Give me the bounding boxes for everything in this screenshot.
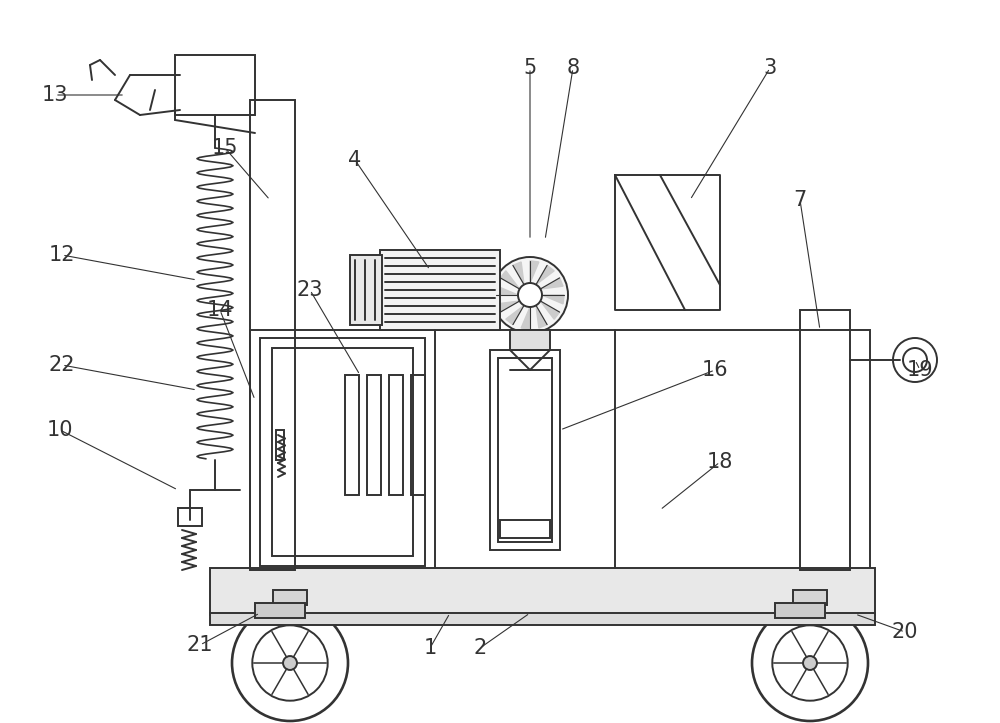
Polygon shape (540, 301, 560, 319)
Polygon shape (540, 278, 563, 289)
Text: 10: 10 (47, 420, 73, 440)
Bar (250, 100, 295, 570)
Bar (800, 310, 850, 570)
Circle shape (518, 283, 542, 307)
Bar (272, 348, 413, 556)
Text: 21: 21 (187, 635, 213, 655)
Text: 16: 16 (702, 360, 728, 380)
Text: 15: 15 (212, 138, 238, 158)
Text: 23: 23 (297, 280, 323, 300)
Text: 18: 18 (707, 452, 733, 472)
Bar (250, 330, 870, 570)
Bar (345, 375, 359, 495)
Text: 7: 7 (793, 190, 807, 210)
Circle shape (283, 656, 297, 670)
Bar (500, 520, 550, 538)
Bar (490, 350, 560, 550)
Bar (175, 55, 255, 115)
Polygon shape (500, 271, 520, 289)
Bar (178, 508, 202, 526)
Text: 1: 1 (423, 638, 437, 658)
Bar (411, 375, 425, 495)
Circle shape (903, 348, 927, 372)
Circle shape (232, 605, 348, 721)
Polygon shape (536, 265, 554, 285)
Bar (498, 358, 552, 542)
Polygon shape (497, 301, 520, 312)
Text: 12: 12 (49, 245, 75, 265)
Bar (276, 430, 284, 460)
Bar (389, 375, 403, 495)
Polygon shape (536, 305, 547, 328)
Bar (273, 590, 307, 605)
Text: 22: 22 (49, 355, 75, 375)
Bar (367, 375, 381, 495)
Circle shape (803, 656, 817, 670)
Polygon shape (496, 286, 518, 295)
Polygon shape (542, 295, 564, 304)
Bar (775, 603, 825, 618)
Polygon shape (521, 307, 530, 329)
Bar (260, 338, 425, 566)
Bar (380, 250, 500, 330)
Text: 13: 13 (42, 85, 68, 105)
Circle shape (252, 625, 328, 701)
Circle shape (752, 605, 868, 721)
Text: 5: 5 (523, 58, 537, 78)
Bar (210, 613, 875, 625)
Circle shape (492, 257, 568, 333)
Text: 8: 8 (566, 58, 580, 78)
Text: 3: 3 (763, 58, 777, 78)
Circle shape (772, 625, 848, 701)
Text: 4: 4 (348, 150, 362, 170)
Text: 2: 2 (473, 638, 487, 658)
Text: 20: 20 (892, 622, 918, 642)
Text: 19: 19 (907, 360, 933, 380)
Bar (510, 330, 550, 350)
Bar (350, 255, 382, 325)
Circle shape (893, 338, 937, 382)
Text: 14: 14 (207, 300, 233, 320)
Bar (210, 568, 875, 615)
Bar (255, 603, 305, 618)
Polygon shape (530, 261, 539, 283)
Bar (793, 590, 827, 605)
Polygon shape (506, 305, 524, 325)
Polygon shape (513, 262, 524, 285)
